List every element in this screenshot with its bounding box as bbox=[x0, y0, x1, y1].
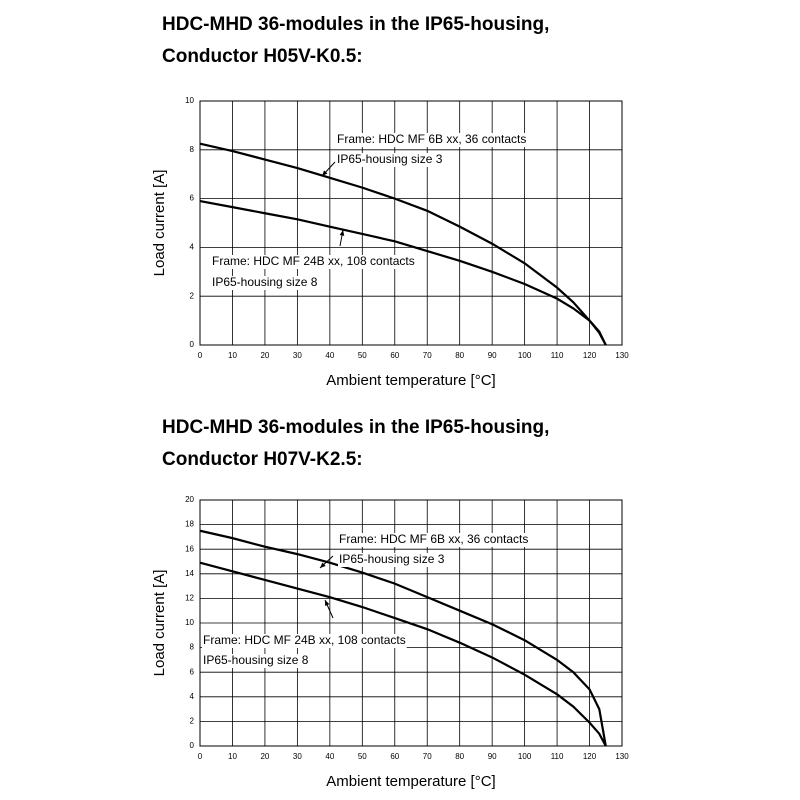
annotation-bg bbox=[338, 553, 446, 567]
y-tick-label: 2 bbox=[190, 717, 195, 726]
y-tick-label: 0 bbox=[190, 340, 195, 349]
curve bbox=[199, 142, 607, 346]
curve bbox=[199, 529, 607, 747]
annotation: Frame: HDC MF 24B xx, 108 contacts bbox=[203, 633, 406, 647]
x-tick-label: 90 bbox=[488, 351, 497, 360]
arrow-head bbox=[320, 562, 326, 568]
x-tick-label: 120 bbox=[583, 351, 597, 360]
x-tick-label: 130 bbox=[615, 351, 629, 360]
x-tick-label: 10 bbox=[228, 752, 237, 761]
x-tick-label: 80 bbox=[455, 351, 464, 360]
x-tick-label: 30 bbox=[293, 351, 302, 360]
x-tick-label: 50 bbox=[358, 752, 367, 761]
x-tick-label: 120 bbox=[583, 752, 597, 761]
x-tick-label: 10 bbox=[228, 351, 237, 360]
plot-frame bbox=[199, 100, 623, 346]
y-tick-label: 8 bbox=[190, 643, 195, 652]
x-tick-label: 20 bbox=[260, 351, 269, 360]
annotation-bg bbox=[211, 255, 416, 269]
x-tick-label: 100 bbox=[518, 351, 532, 360]
x-tick-label: 70 bbox=[423, 351, 432, 360]
annotation: Frame: HDC MF 6B xx, 36 contacts bbox=[337, 132, 526, 146]
x-tick-label: 40 bbox=[325, 351, 334, 360]
annotation: IP65-housing size 8 bbox=[203, 653, 309, 667]
x-tick-label: 110 bbox=[551, 351, 564, 360]
annotation-bg bbox=[336, 153, 444, 167]
y-tick-label: 10 bbox=[185, 96, 194, 105]
annotation: IP65-housing size 8 bbox=[212, 275, 318, 289]
x-axis-label: Ambient temperature [°C] bbox=[326, 372, 495, 389]
y-tick-label: 12 bbox=[185, 594, 194, 603]
y-axis-label: Load current [A] bbox=[151, 570, 168, 677]
y-tick-label: 14 bbox=[185, 569, 194, 578]
x-tick-label: 40 bbox=[325, 752, 334, 761]
curve bbox=[199, 561, 607, 747]
chart-title: HDC-MHD 36-modules in the IP65-housing, bbox=[162, 14, 549, 35]
x-tick-label: 20 bbox=[260, 752, 269, 761]
annotation: IP65-housing size 3 bbox=[337, 152, 443, 166]
y-tick-label: 6 bbox=[190, 194, 195, 203]
x-tick-label: 30 bbox=[293, 752, 302, 761]
arrow-head bbox=[325, 600, 330, 606]
annotation: Frame: HDC MF 6B xx, 36 contacts bbox=[339, 532, 528, 546]
x-tick-label: 60 bbox=[390, 351, 399, 360]
y-axis-label: Load current [A] bbox=[151, 170, 168, 277]
annotation-bg bbox=[202, 654, 310, 668]
chart-title: HDC-MHD 36-modules in the IP65-housing, bbox=[162, 417, 549, 438]
annotation-bg bbox=[202, 634, 407, 648]
arrow-head bbox=[322, 170, 328, 176]
annotation-bg bbox=[336, 133, 528, 147]
y-tick-label: 16 bbox=[185, 544, 194, 553]
x-tick-label: 50 bbox=[358, 351, 367, 360]
y-tick-label: 8 bbox=[190, 145, 195, 154]
annotation-bg bbox=[211, 276, 319, 290]
x-tick-label: 0 bbox=[198, 351, 203, 360]
x-tick-label: 0 bbox=[198, 752, 203, 761]
annotation: Frame: HDC MF 24B xx, 108 contacts bbox=[212, 254, 415, 268]
curve bbox=[199, 199, 607, 346]
y-tick-label: 6 bbox=[190, 667, 195, 676]
annotation-bg bbox=[338, 533, 530, 547]
chart-subtitle: Conductor H05V-K0.5: bbox=[162, 46, 363, 67]
x-tick-label: 90 bbox=[488, 752, 497, 761]
x-axis-label: Ambient temperature [°C] bbox=[326, 773, 495, 790]
arrow-head bbox=[339, 230, 345, 236]
chart-subtitle: Conductor H07V-K2.5: bbox=[162, 449, 363, 470]
x-tick-label: 70 bbox=[423, 752, 432, 761]
x-tick-label: 130 bbox=[615, 752, 629, 761]
y-tick-label: 2 bbox=[190, 291, 195, 300]
x-tick-label: 80 bbox=[455, 752, 464, 761]
x-tick-label: 110 bbox=[551, 752, 564, 761]
plot-frame bbox=[199, 499, 623, 747]
y-tick-label: 10 bbox=[185, 618, 194, 627]
y-tick-label: 18 bbox=[185, 520, 194, 529]
y-tick-label: 4 bbox=[190, 692, 195, 701]
annotation: IP65-housing size 3 bbox=[339, 552, 445, 566]
y-tick-label: 4 bbox=[190, 243, 195, 252]
x-tick-label: 60 bbox=[390, 752, 399, 761]
y-tick-label: 0 bbox=[190, 741, 195, 750]
y-tick-label: 20 bbox=[185, 495, 194, 504]
x-tick-label: 100 bbox=[518, 752, 532, 761]
